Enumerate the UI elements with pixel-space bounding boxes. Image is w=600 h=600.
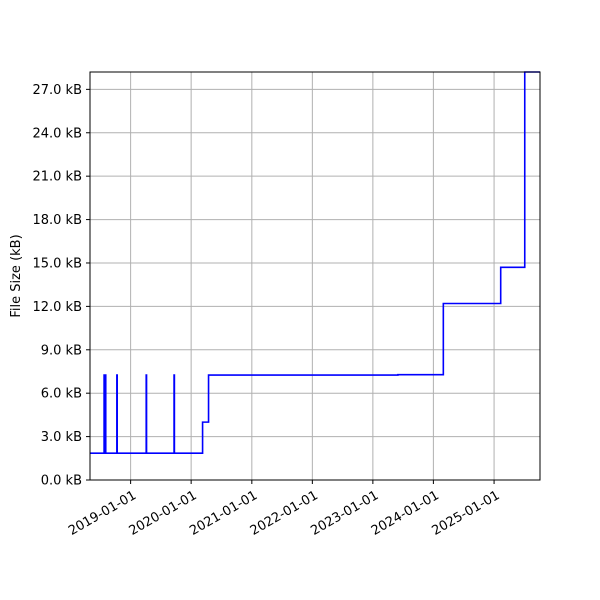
y-tick-label: 3.0 kB <box>41 430 82 445</box>
series-line <box>90 71 540 455</box>
y-tick-label: 0.0 kB <box>41 474 82 489</box>
y-tick-label: 24.0 kB <box>32 126 82 141</box>
y-tick-label: 9.0 kB <box>41 343 82 358</box>
x-tick-label: 2021-01-01 <box>187 488 260 539</box>
x-tick-label: 2020-01-01 <box>127 488 200 539</box>
y-tick-label: 27.0 kB <box>32 83 82 98</box>
x-tick-label: 2025-01-01 <box>430 488 503 539</box>
x-tick-label: 2022-01-01 <box>248 488 321 539</box>
y-tick-label: 12.0 kB <box>32 300 82 315</box>
plot-frame <box>89 71 541 481</box>
ticks-layer: 0.0 kB 3.0 kB 6.0 kB 9.0 kB 12.0 kB 15.0 kB 18… <box>32 83 502 539</box>
y-tick-label: 21.0 kB <box>32 170 82 185</box>
x-tick-label: 2024-01-01 <box>369 488 442 539</box>
y-tick-label: 6.0 kB <box>41 387 82 402</box>
grid-layer <box>90 72 540 481</box>
series-layer <box>90 71 540 455</box>
y-axis-label: File Size (kB) <box>9 234 24 317</box>
x-tick-label: 2019-01-01 <box>66 488 139 539</box>
x-tick-label: 2023-01-01 <box>308 488 381 539</box>
y-tick-label: 15.0 kB <box>32 256 82 271</box>
y-tick-label: 18.0 kB <box>32 213 82 228</box>
